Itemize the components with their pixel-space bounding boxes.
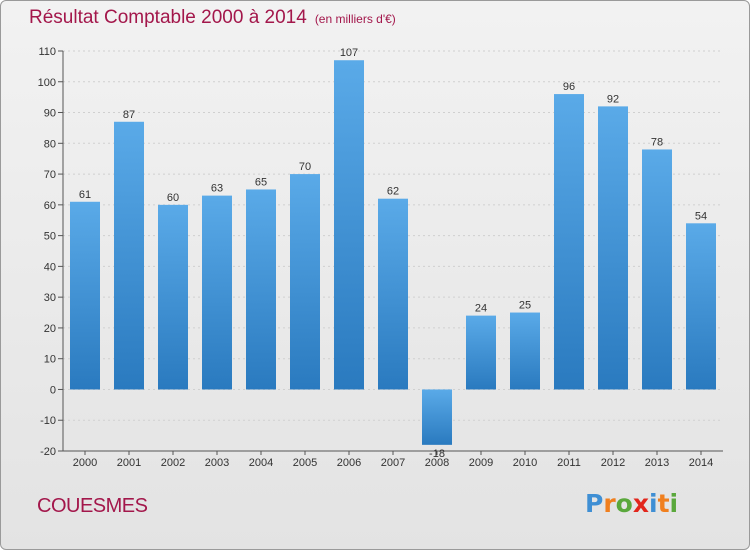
- logo-letter: i: [669, 489, 679, 518]
- bar-2008: [422, 389, 452, 445]
- chart-subtitle: (en milliers d'€): [314, 12, 396, 26]
- x-tick-label-2005: 2005: [293, 457, 317, 469]
- bar-2010: [510, 312, 540, 390]
- commune-name: COUESMES: [37, 495, 148, 517]
- bar-2002: [158, 204, 188, 390]
- x-tick-label-2006: 2006: [337, 457, 361, 469]
- bar-2012: [598, 106, 628, 390]
- bar-2004: [246, 189, 276, 390]
- x-tick-label-2011: 2011: [557, 457, 581, 469]
- bar-2003: [202, 195, 232, 390]
- value-label-2005: 70: [299, 161, 311, 173]
- value-label-2001: 87: [123, 109, 135, 121]
- x-tick-label-2008: 2008: [425, 457, 449, 469]
- x-tick-label-2001: 2001: [117, 457, 141, 469]
- y-tick-label: 10: [44, 354, 56, 366]
- bar-2001: [114, 121, 144, 390]
- x-tick-label-2002: 2002: [161, 457, 185, 469]
- y-tick-label: 80: [44, 138, 56, 150]
- x-tick-label-2014: 2014: [689, 457, 713, 469]
- value-label-2014: 54: [695, 210, 707, 222]
- chart-title: Résultat Comptable 2000 à 2014 (en millie…: [29, 7, 396, 29]
- logo-letter: x: [632, 489, 649, 518]
- x-tick-label-2004: 2004: [249, 457, 273, 469]
- axes: [58, 50, 723, 455]
- value-label-2006: 107: [340, 47, 358, 59]
- bar-2013: [642, 149, 672, 390]
- y-tick-label: 110: [38, 46, 56, 58]
- y-tick-label: -10: [40, 415, 56, 427]
- value-label-2000: 61: [79, 189, 91, 201]
- y-tick-label: 90: [44, 108, 56, 120]
- bars: [70, 60, 716, 445]
- x-tick-label-2000: 2000: [73, 457, 97, 469]
- x-tick-label-2003: 2003: [205, 457, 229, 469]
- x-tick-labels: 2000 2001 2002 2003 2004 2005 2006 2007 2008 2009…: [73, 457, 713, 469]
- y-tick-label: 60: [44, 200, 56, 212]
- proxiti-logo: Proxiti: [585, 489, 678, 518]
- bar-2014: [686, 223, 716, 390]
- y-tick-label: 40: [44, 261, 56, 273]
- x-tick-label-2009: 2009: [469, 457, 493, 469]
- bar-2005: [290, 174, 320, 390]
- y-tick-label: -20: [40, 446, 56, 458]
- bar-2009: [466, 315, 496, 390]
- value-label-2008: -18: [429, 448, 445, 460]
- bar-2011: [554, 94, 584, 390]
- bar-2007: [378, 198, 408, 390]
- y-tick-label: 30: [44, 292, 56, 304]
- logo-letter: o: [615, 489, 633, 518]
- y-tick-labels: -20 -10 0 10 20 30 40 50 60 70 80 90 100 110: [38, 46, 56, 458]
- y-tick-label: 100: [38, 77, 56, 89]
- value-label-2007: 62: [387, 186, 399, 198]
- value-label-2004: 65: [255, 176, 267, 188]
- bar-2006: [334, 60, 364, 390]
- y-tick-label: 0: [50, 384, 56, 396]
- value-label-2010: 25: [519, 300, 531, 312]
- value-label-2009: 24: [475, 303, 487, 315]
- value-label-2012: 92: [607, 93, 619, 105]
- logo-letter: r: [603, 489, 616, 518]
- y-tick-label: 70: [44, 169, 56, 181]
- logo-letter: i: [649, 489, 658, 518]
- y-tick-label: 20: [44, 323, 56, 335]
- chart-title-text: Résultat Comptable 2000 à 2014: [29, 7, 307, 28]
- value-label-2003: 63: [211, 183, 223, 195]
- x-tick-label-2013: 2013: [645, 457, 669, 469]
- value-label-2002: 60: [167, 192, 179, 204]
- logo-letter: P: [585, 489, 604, 518]
- logo-letter: t: [657, 489, 670, 518]
- x-tick-label-2012: 2012: [601, 457, 625, 469]
- x-tick-label-2010: 2010: [513, 457, 537, 469]
- value-label-2013: 78: [651, 136, 663, 148]
- value-label-2011: 96: [563, 81, 575, 93]
- x-tick-label-2007: 2007: [381, 457, 405, 469]
- value-labels: 61 87 60 63 65 70 107 62 -18 24 25 96 92 78 54: [79, 47, 707, 460]
- bar-2000: [70, 201, 100, 390]
- y-tick-label: 50: [44, 231, 56, 243]
